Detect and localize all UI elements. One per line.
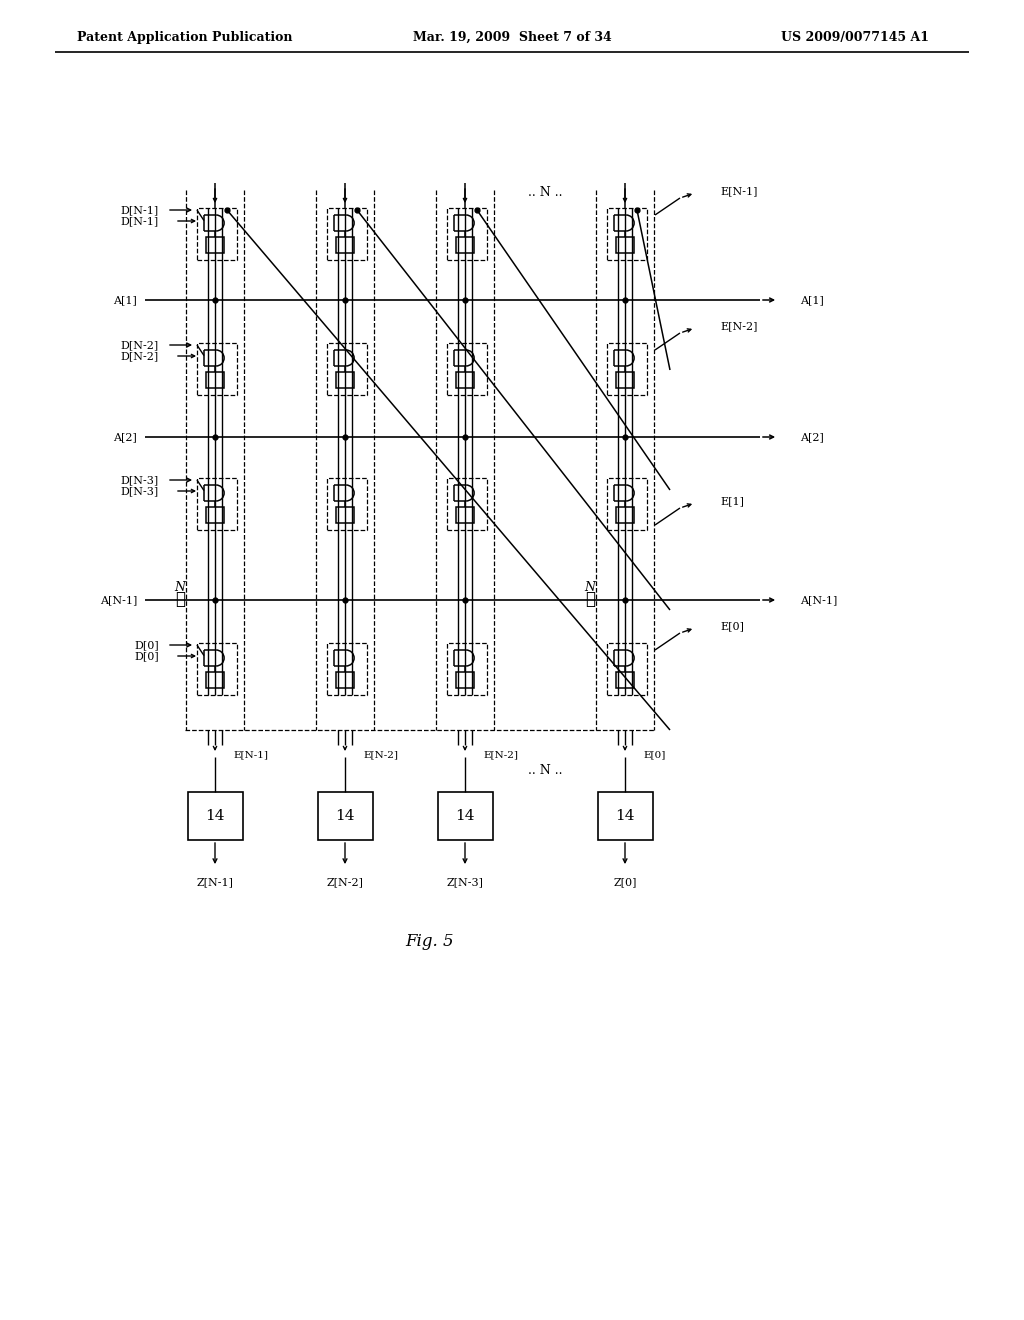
Text: E[N-2]: E[N-2] [483,751,518,759]
Text: D[0]: D[0] [134,651,159,661]
Text: N: N [174,581,185,594]
Bar [317,792,373,840]
Text: 14: 14 [615,809,635,822]
Bar [456,507,474,523]
Text: A[1]: A[1] [800,294,824,305]
Text: E[N-2]: E[N-2] [720,321,758,331]
Bar [607,478,647,531]
Text: A[N-1]: A[N-1] [99,595,137,605]
Bar [197,478,237,531]
Text: E[1]: E[1] [720,496,744,506]
Bar [206,672,224,688]
Text: Fig. 5: Fig. 5 [406,933,455,950]
Bar [197,209,237,260]
Bar [616,672,634,688]
Bar [447,343,487,395]
Bar [327,209,367,260]
Bar [447,478,487,531]
Bar [206,372,224,388]
Bar [616,507,634,523]
Text: D[0]: D[0] [134,640,159,649]
Text: 14: 14 [456,809,475,822]
Text: Z[N-3]: Z[N-3] [446,876,483,887]
Text: ⋮: ⋮ [175,591,185,609]
Text: A[2]: A[2] [800,432,824,442]
Text: Mar. 19, 2009  Sheet 7 of 34: Mar. 19, 2009 Sheet 7 of 34 [413,30,611,44]
Text: A[2]: A[2] [113,432,137,442]
Text: E[0]: E[0] [643,751,666,759]
Bar [336,372,354,388]
Bar [597,792,652,840]
Bar [206,507,224,523]
Text: E[N-1]: E[N-1] [720,186,758,195]
Text: Patent Application Publication: Patent Application Publication [77,30,293,44]
Text: .. N ..: .. N .. [527,186,562,199]
Text: D[N-1]: D[N-1] [121,216,159,226]
Bar [197,343,237,395]
Text: D[N-3]: D[N-3] [121,475,159,484]
Bar [456,238,474,253]
Text: D[N-1]: D[N-1] [121,205,159,215]
Text: N: N [585,581,596,594]
Bar [456,372,474,388]
Bar [447,209,487,260]
Bar [336,672,354,688]
Text: 14: 14 [335,809,354,822]
Bar [616,372,634,388]
Text: .. N ..: .. N .. [527,763,562,776]
Bar [336,238,354,253]
Text: E[N-2]: E[N-2] [362,751,398,759]
Bar [607,209,647,260]
Text: A[1]: A[1] [113,294,137,305]
Text: Z[N-1]: Z[N-1] [197,876,233,887]
Bar [187,792,243,840]
Bar [336,507,354,523]
Bar [607,343,647,395]
Text: A[N-1]: A[N-1] [800,595,838,605]
Text: Z[0]: Z[0] [613,876,637,887]
Text: Z[N-2]: Z[N-2] [327,876,364,887]
Bar [327,343,367,395]
Text: ⋮: ⋮ [585,591,595,609]
Bar [327,478,367,531]
Bar [327,643,367,696]
Text: D[N-3]: D[N-3] [121,486,159,496]
Text: E[N-1]: E[N-1] [233,751,268,759]
Bar [197,643,237,696]
Bar [206,238,224,253]
Text: D[N-2]: D[N-2] [121,341,159,350]
Bar [616,238,634,253]
Text: D[N-2]: D[N-2] [121,351,159,360]
Text: US 2009/0077145 A1: US 2009/0077145 A1 [781,30,929,44]
Bar [437,792,493,840]
Text: 14: 14 [205,809,224,822]
Bar [456,672,474,688]
Bar [607,643,647,696]
Text: E[0]: E[0] [720,620,744,631]
Bar [447,643,487,696]
